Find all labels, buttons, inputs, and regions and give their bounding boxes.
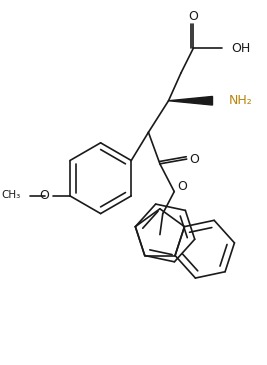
Polygon shape: [168, 96, 213, 105]
Text: O: O: [189, 153, 199, 166]
Text: O: O: [177, 180, 187, 193]
Text: O: O: [39, 189, 49, 202]
Text: O: O: [189, 10, 198, 23]
Text: OH: OH: [231, 42, 251, 55]
Text: NH₂: NH₂: [229, 94, 253, 107]
Text: CH₃: CH₃: [1, 190, 20, 200]
